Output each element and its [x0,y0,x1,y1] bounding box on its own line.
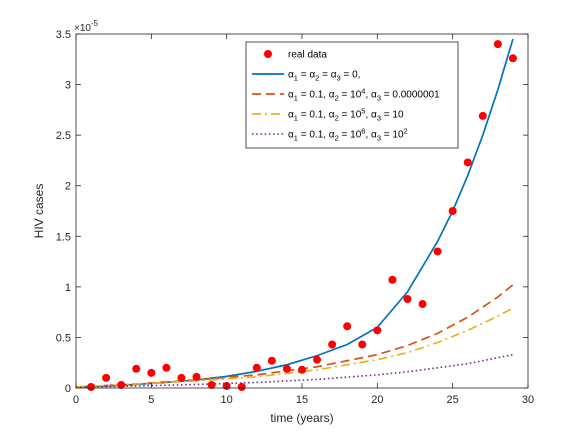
data-point-29 [508,54,517,63]
x-tick-label: 0 [73,394,79,406]
legend-box [245,41,459,149]
data-point-21 [388,275,397,284]
series-layer [75,38,514,389]
data-point-22 [403,294,412,303]
x-tick-label: 20 [371,394,383,406]
y-tick-label: 2.5 [56,130,71,142]
data-point-8 [192,372,201,381]
x-tick-label: 15 [296,394,308,406]
data-point-16 [313,355,322,364]
data-point-14 [282,364,291,373]
data-point-18 [343,322,352,331]
data-point-3 [117,380,126,389]
data-point-6 [162,363,171,372]
legend: real data α1 = α2 = α3 = 0, α1 = 0.1, α2 =… [245,41,459,149]
data-point-11 [237,382,246,391]
data-point-7 [177,373,186,382]
data-point-12 [252,363,261,372]
ticks-layer: 0 5 10 15 20 25 30 0 0.5 1 1.5 2 2.5 3 3.5 [56,29,534,406]
data-point-23 [418,300,427,309]
data-point-1 [87,382,96,391]
legend-entry-label: α1 = 0.1, α2 = 106, α3 = 102 [288,127,408,143]
data-point-2 [102,373,111,382]
x-tick-label: 10 [221,394,233,406]
data-point-5 [147,368,156,377]
data-point-4 [132,364,141,373]
legend-marker-real-data [264,50,272,58]
x-tick-label: 5 [148,394,154,406]
legend-entry-label: α1 = 0.1, α2 = 104, α3 = 0.0000001 [288,87,440,103]
y-tick-label: 1.5 [56,231,71,243]
y-tick-label: 0 [65,383,71,395]
legend-entry-label: α1 = α2 = α3 = 0, [288,70,360,83]
data-point-24 [433,247,442,256]
data-point-25 [448,207,457,215]
y-axis-label: HIV cases [32,184,46,239]
y-tick-label: 3.5 [56,29,71,41]
x-axis-label: time (years) [270,411,333,425]
y-tick-label: 0.5 [56,332,71,344]
legend-entry-label: α1 = 0.1, α2 = 105, α3 = 10 [288,107,404,123]
x-tick-label: 30 [522,394,534,406]
data-point-26 [463,158,472,167]
y-tick-label: 1 [65,282,71,294]
data-point-28 [493,40,502,49]
x-tick-label: 25 [447,394,459,406]
series-line-3 [75,307,514,388]
y-exponent-label: ×10-5 [74,19,99,34]
y-tick-label: 2 [65,181,71,193]
data-point-20 [373,326,382,335]
data-point-17 [328,340,337,349]
data-point-13 [267,356,276,365]
data-point-9 [207,380,216,389]
data-point-19 [358,340,367,349]
data-point-15 [298,365,306,374]
data-point-27 [478,111,487,120]
legend-entry-label: real data [288,50,327,61]
y-tick-label: 3 [65,80,71,92]
